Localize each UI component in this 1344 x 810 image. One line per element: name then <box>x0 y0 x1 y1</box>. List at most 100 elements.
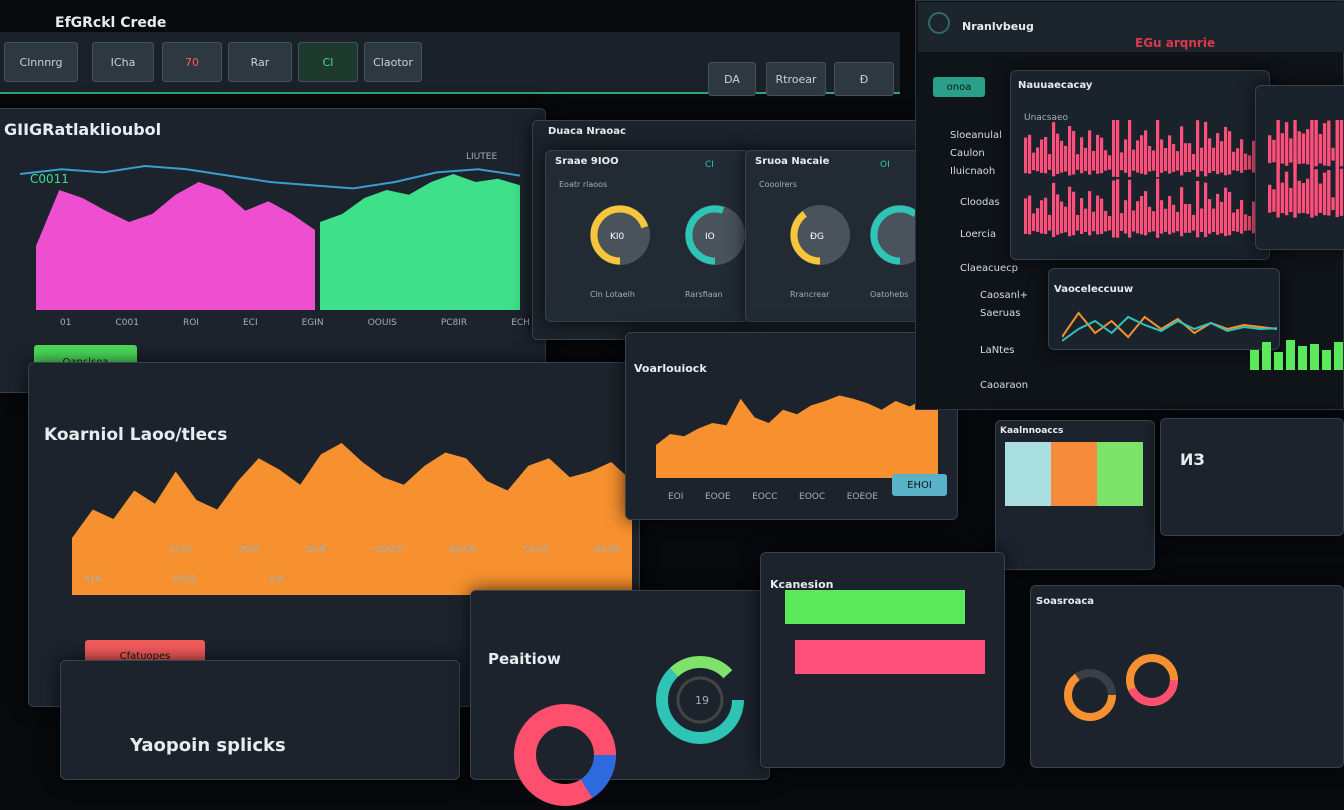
nav-item[interactable]: Caulon <box>950 148 985 159</box>
toolbar-button-4[interactable]: Rar <box>228 42 292 82</box>
nav-item[interactable]: Caoaraon <box>980 380 1029 391</box>
spike <box>1196 120 1200 177</box>
spike <box>1232 212 1236 232</box>
nav-item[interactable]: Caosanl+ <box>980 290 1029 301</box>
gauge-card-title: Sraae 9IOO <box>555 156 619 167</box>
x-tick-label: OOUIS <box>367 318 397 328</box>
spike <box>1176 211 1180 232</box>
x-tick-label: 01 <box>60 318 72 328</box>
spike <box>1140 135 1144 174</box>
peaitiow-title: Peaitiow <box>488 650 561 668</box>
green-bar <box>1310 344 1319 370</box>
spike <box>1104 150 1108 171</box>
nav-item[interactable]: Cloodas <box>960 197 1000 208</box>
toolbar-right-3[interactable]: Ð <box>834 62 894 96</box>
spike <box>1108 215 1112 231</box>
spike <box>1088 191 1092 236</box>
spike <box>1072 130 1076 175</box>
panel-orange-large-title: Koarniol Laoo/tlecs <box>44 425 228 445</box>
spike <box>1120 152 1124 171</box>
overview-chart <box>20 164 521 310</box>
teal-wave <box>1062 315 1277 342</box>
toolbar-button-6[interactable]: Claotor <box>364 42 422 82</box>
nav-item[interactable]: Loercia <box>960 229 996 240</box>
orange-large-chart <box>72 443 632 595</box>
spike <box>1212 147 1216 172</box>
spike <box>1080 198 1084 234</box>
spike <box>1244 153 1248 170</box>
panel-pink-side <box>1255 85 1344 250</box>
nav-item[interactable]: LaNtes <box>980 345 1015 356</box>
spike <box>1248 216 1252 231</box>
nav-primary-button[interactable]: onoa <box>933 77 985 97</box>
spike <box>1092 211 1096 232</box>
toolbar-button-1[interactable]: Clnnnrg <box>4 42 78 82</box>
orange-small-button[interactable]: EHOI <box>892 474 947 496</box>
spike <box>1301 133 1306 164</box>
spike <box>1172 204 1176 233</box>
monitor-header <box>918 2 1344 52</box>
toolbar-right-1[interactable]: DA <box>708 62 756 96</box>
legend: C0011 <box>30 172 69 186</box>
spike <box>1200 147 1204 172</box>
donut-teal <box>656 656 744 744</box>
spike <box>1293 120 1297 169</box>
toolbar-button-3[interactable]: 70 <box>162 42 222 82</box>
spike <box>1164 208 1168 232</box>
spike <box>1104 210 1108 232</box>
spike <box>1272 139 1276 163</box>
spike <box>1236 148 1240 172</box>
spike <box>1032 213 1036 231</box>
spike <box>1248 155 1252 170</box>
x-tick-label: CCOS <box>523 545 549 555</box>
spike <box>1204 121 1208 177</box>
orange-large-y-axis: 810 E0SE IOII <box>84 575 284 585</box>
spike <box>1112 180 1116 238</box>
pink-wave-sub: Unacsaeo <box>1024 113 1069 123</box>
spike <box>1301 182 1306 214</box>
nav-item[interactable]: Sloeanulal <box>950 130 1002 141</box>
spike <box>1335 120 1339 168</box>
x-tick-label: SOIE <box>306 545 328 555</box>
x-tick-label: ECOE <box>595 545 620 555</box>
color-bar <box>1097 442 1143 506</box>
y-tick-label: 810 <box>84 575 102 585</box>
y-tick-label: E0SE <box>173 575 197 585</box>
gauge-label: IO <box>705 232 715 242</box>
nav-item[interactable]: Saeruas <box>980 308 1021 319</box>
panel-orange-small-title: Voarlouiock <box>634 362 707 375</box>
toolbar-button-2[interactable]: ICha <box>92 42 154 82</box>
color-bars-title: Kaalnnoaccs <box>1000 426 1064 436</box>
spike <box>1136 201 1140 234</box>
toolbar-button-5[interactable]: Cl <box>298 42 358 82</box>
spike <box>1252 140 1256 173</box>
color-bars <box>1005 442 1143 506</box>
nav-item[interactable]: Claeacuecp <box>960 263 1019 274</box>
spike <box>1036 208 1040 232</box>
pink-wave-chart <box>1024 120 1264 238</box>
donut-chart-red <box>1126 654 1178 706</box>
spike <box>1052 122 1056 177</box>
spike <box>1180 126 1184 176</box>
spike <box>1148 206 1152 233</box>
nav-item[interactable]: Iluicnaoh <box>950 166 996 177</box>
spike <box>1088 130 1092 175</box>
spike <box>1160 200 1164 234</box>
spike <box>1052 182 1056 238</box>
spike <box>1096 134 1100 174</box>
spike <box>1140 195 1144 235</box>
spike <box>1132 210 1136 232</box>
spike <box>1128 120 1132 177</box>
spike <box>1108 155 1112 170</box>
green-bar <box>1286 340 1295 370</box>
tag: LIUTEE <box>466 152 498 162</box>
spike <box>1128 179 1132 238</box>
spike <box>1268 184 1272 213</box>
logo-icon <box>928 12 950 34</box>
overview-x-axis: 01 C001 ROI ECI EGIN OOUIS PC8IR ECH <box>60 318 530 328</box>
spike <box>1076 154 1080 170</box>
spike <box>1208 138 1212 174</box>
toolbar-right-2[interactable]: Rtroear <box>766 62 826 96</box>
gauge-label: ÐG <box>810 232 824 242</box>
orange-small-x-axis: EOI EOOE EOCC EOOC EOEOE <box>668 492 878 502</box>
